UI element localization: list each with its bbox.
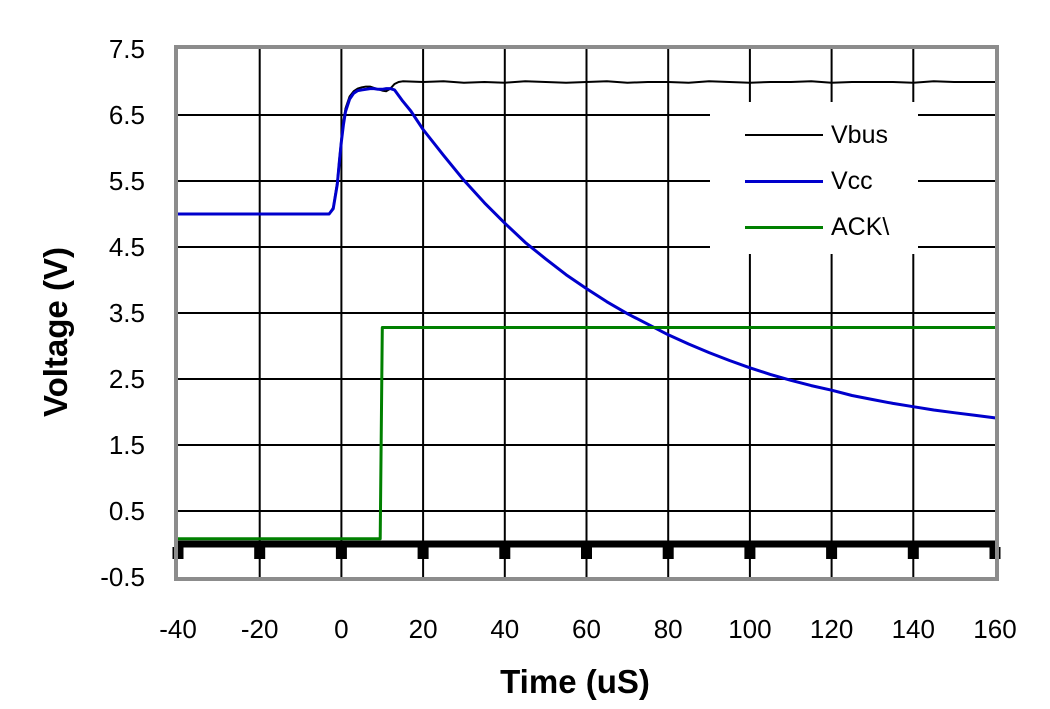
x-tick-label: 80 [653, 614, 683, 644]
zero-axis-tick [581, 547, 592, 559]
y-tick-label: 2.5 [108, 364, 145, 394]
zero-axis-tick [335, 547, 347, 559]
x-tick-label: 40 [490, 614, 520, 644]
x-tick-label: 0 [334, 614, 349, 644]
y-tick-label: 1.5 [108, 430, 145, 460]
x-tick-label: 160 [973, 614, 1017, 644]
plot-border [174, 45, 999, 581]
legend-label-vbus: Vbus [831, 120, 888, 149]
x-tick-label: -40 [159, 614, 197, 644]
y-tick-label: 3.5 [108, 298, 145, 328]
ack-line-swatch [745, 225, 823, 229]
y-tick-label: 0.5 [108, 496, 145, 526]
vbus-line-swatch [745, 134, 823, 136]
legend-entry-vbus: Vbus [710, 112, 918, 158]
zero-axis-tick [662, 547, 674, 559]
x-tick-label: 120 [809, 614, 854, 644]
y-tick-label: 7.5 [108, 34, 145, 64]
vcc-line-swatch [745, 179, 823, 183]
y-tick-label: 4.5 [108, 232, 145, 262]
y-tick-label: 5.5 [108, 166, 145, 196]
legend-label-vcc: Vcc [831, 166, 873, 195]
legend-entry-ack: ACK\ [710, 204, 918, 250]
zero-axis-tick [417, 547, 429, 559]
ack-series-line [176, 326, 997, 541]
legend: Vbus Vcc ACK\ [710, 102, 918, 254]
x-tick-label: 100 [728, 614, 772, 644]
x-axis-title: Time (uS) [500, 663, 650, 700]
x-tick-label: 140 [891, 614, 935, 644]
x-tick-label: -20 [240, 614, 279, 644]
y-tick-label: -0.5 [100, 562, 145, 592]
y-tick-label: 6.5 [108, 100, 145, 130]
zero-axis-tick [744, 547, 756, 559]
zero-axis-tick [907, 547, 919, 559]
x-tick-label: 60 [572, 614, 601, 644]
zero-axis-tick [499, 547, 511, 559]
legend-entry-vcc: Vcc [710, 158, 918, 204]
vcc-series-line [176, 87, 997, 420]
zero-axis-tick [826, 547, 838, 559]
legend-label-ack: ACK\ [831, 212, 890, 241]
zero-axis-line [178, 540, 995, 548]
x-tick-label: 20 [408, 614, 438, 644]
zero-axis-tick [254, 547, 266, 559]
y-axis-title: Voltage (V) [37, 247, 74, 417]
